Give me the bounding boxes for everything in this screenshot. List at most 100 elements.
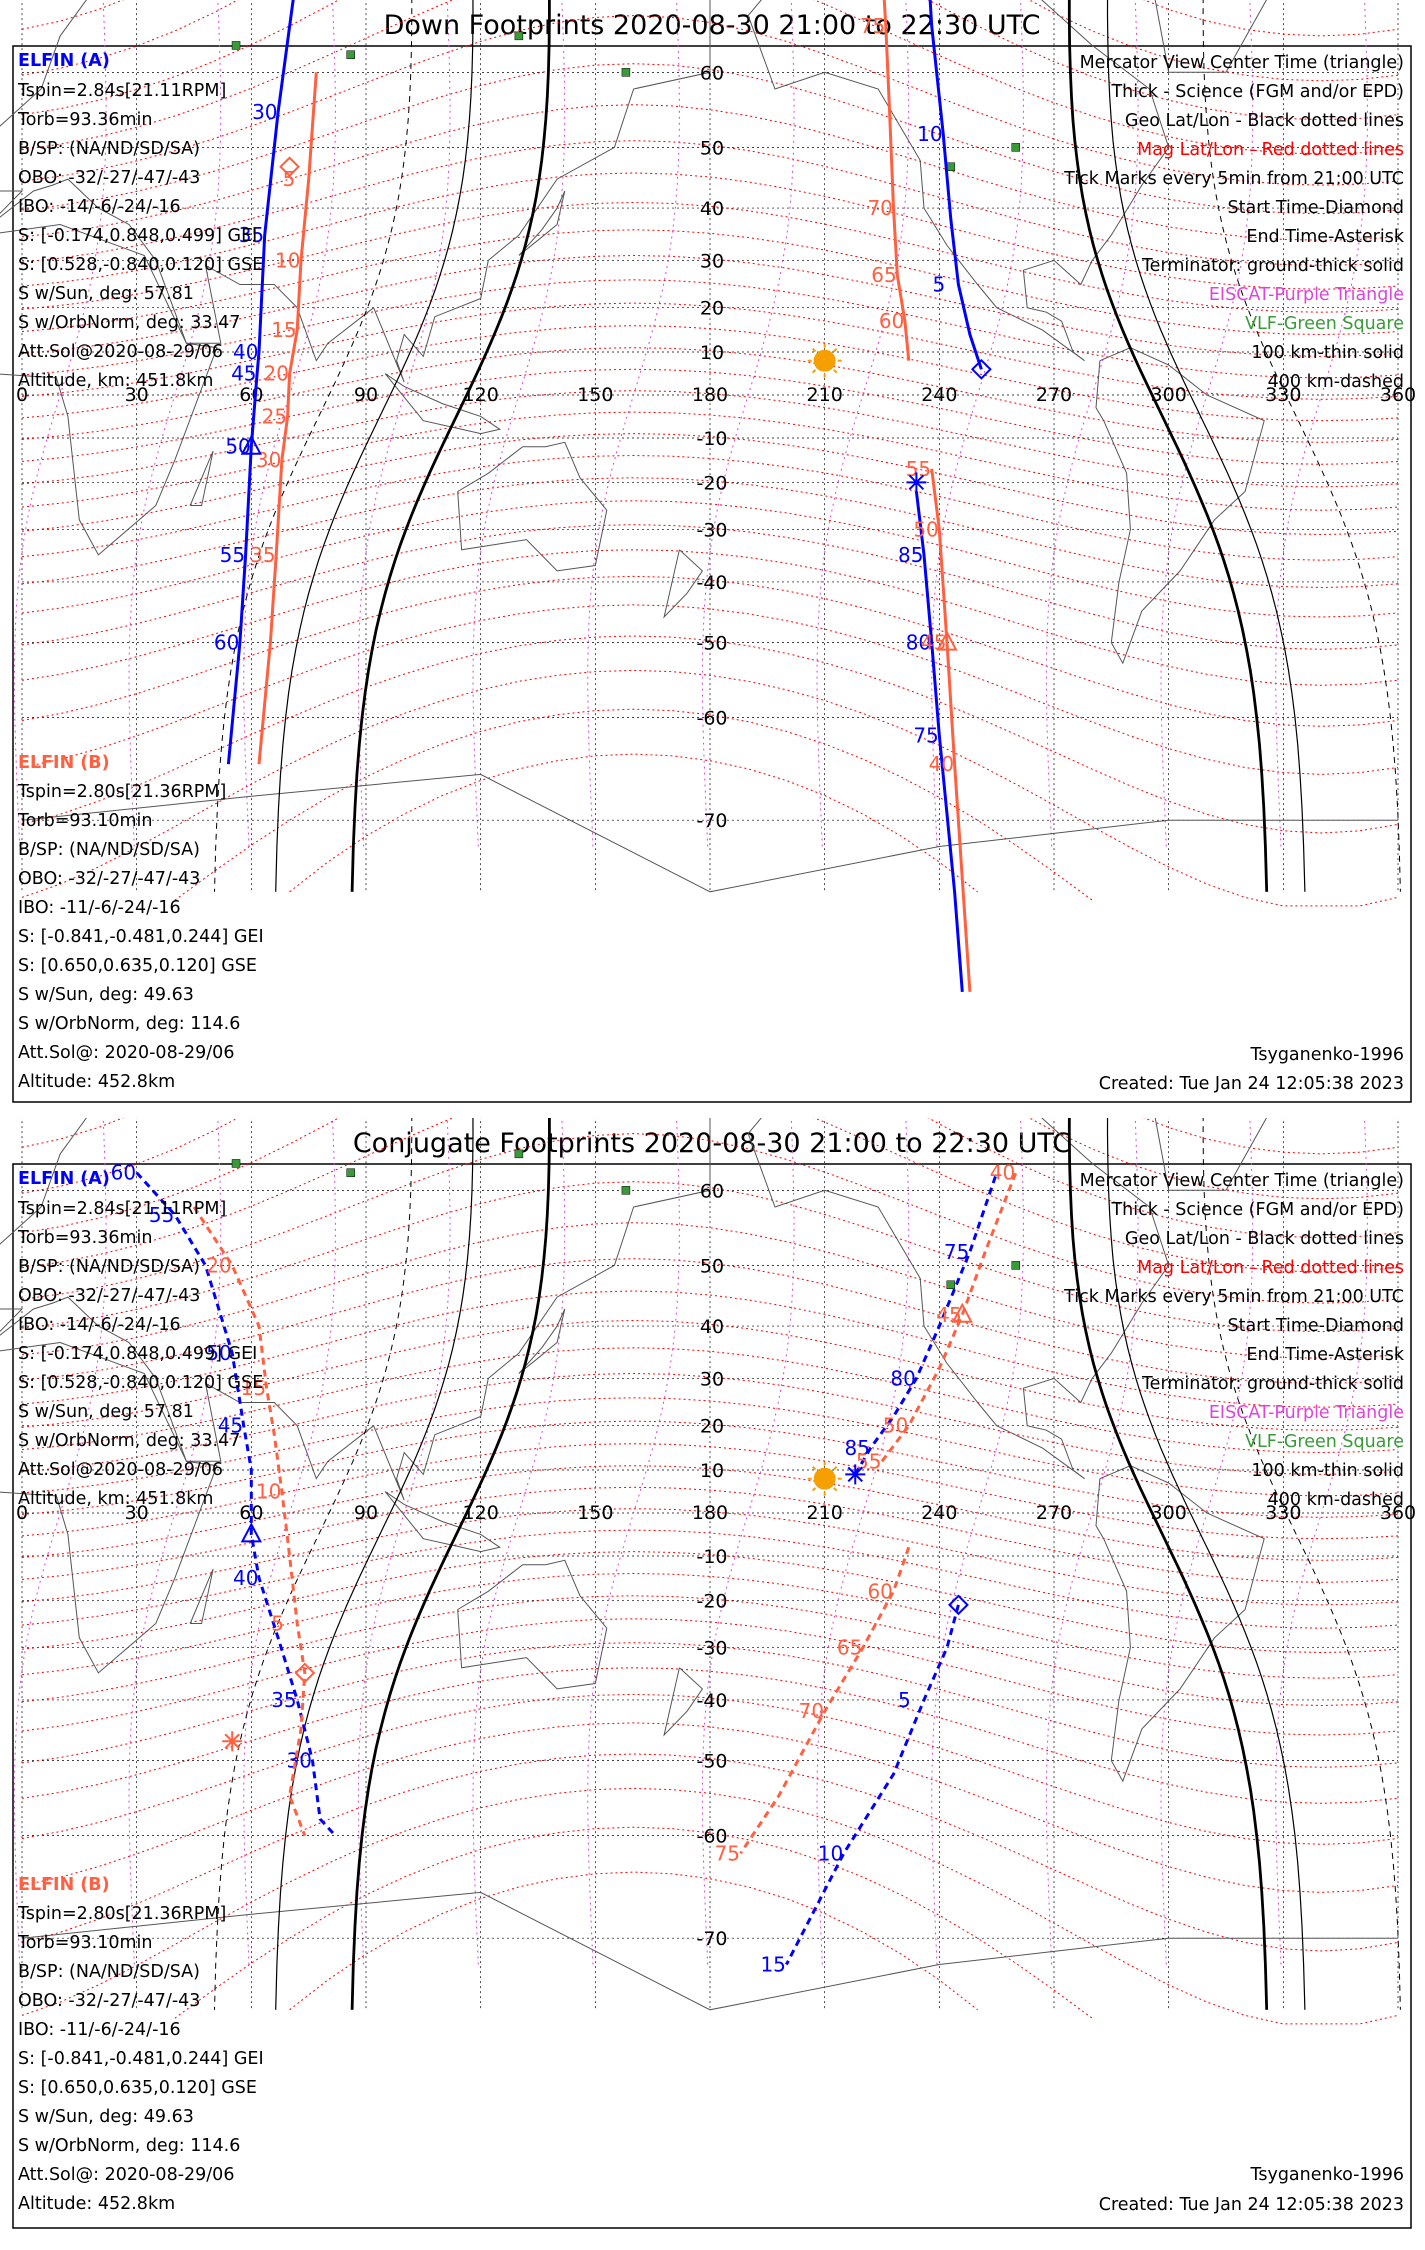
legend-item: End Time-Asterisk <box>1246 227 1404 247</box>
terminator-line <box>1202 0 1401 892</box>
legend-item: VLF-Green Square <box>1245 1432 1404 1452</box>
info-line: IBO: -14/-6/-24/-16 <box>18 1315 181 1335</box>
mag-parallel <box>21 325 1399 422</box>
legend-item: 100 km-thin solid <box>1251 343 1404 363</box>
mag-parallel <box>21 1667 1399 1804</box>
mag-parallel <box>21 433 1399 536</box>
track-a3-line <box>785 1604 960 1966</box>
mag-parallel <box>21 140 1399 266</box>
lon-tick-label: 330 <box>1265 1502 1301 1524</box>
info-line: S w/OrbNorm, deg: 33.47 <box>18 313 240 333</box>
elfin-a-info: ELFIN (A) Tspin=2.84s[21.11RPM] Torb=93.… <box>17 51 263 391</box>
track-a2-line <box>853 1172 999 1476</box>
tick-mark-label: 25 <box>262 404 287 428</box>
tick-mark-label: 15 <box>760 1952 785 1976</box>
coastline <box>384 1491 502 1553</box>
model-label: Tsyganenko-1996 <box>1250 1045 1404 1065</box>
coastline <box>457 1559 608 1690</box>
mag-parallel <box>21 477 1399 589</box>
lat-tick-label: -60 <box>696 1826 727 1848</box>
coastline <box>1095 347 1265 665</box>
coastline <box>518 1308 566 1374</box>
lat-tick-label: 50 <box>700 137 724 159</box>
square-icon <box>514 31 524 41</box>
lat-tick-label: 50 <box>700 1255 724 1277</box>
mag-parallel <box>21 1551 1399 1654</box>
info-line: S w/OrbNorm, deg: 114.6 <box>18 2136 240 2156</box>
legend-item: Mag Lat/Lon - Red dotted lines <box>1137 140 1404 160</box>
lon-tick-label: 60 <box>239 1502 263 1524</box>
mag-parallel <box>289 753 978 893</box>
info-line: Altitude: 452.8km <box>18 1072 175 1092</box>
legend-item: 400 km-dashed <box>1268 372 1404 392</box>
mag-parallel <box>21 1722 1399 1893</box>
legend-item: End Time-Asterisk <box>1246 1345 1404 1365</box>
tick-mark-label: 35 <box>239 223 264 247</box>
sun-ray <box>833 347 838 353</box>
legend-item: Geo Lat/Lon - Black dotted lines <box>1125 111 1404 131</box>
lat-tick-label: -30 <box>696 1638 727 1660</box>
terminator-line <box>350 1118 551 2010</box>
mag-parallel <box>21 0 1399 121</box>
info-line: Att.Sol@: 2020-08-29/06 <box>18 2165 234 2185</box>
info-line: OBO: -32/-27/-47/-43 <box>18 1991 200 2011</box>
info-line: S w/OrbNorm, deg: 33.47 <box>18 1431 240 1451</box>
sun-ray <box>811 369 817 374</box>
triangle-icon <box>951 1302 973 1323</box>
lat-tick-label: 20 <box>700 1416 724 1438</box>
tick-mark-label: 40 <box>233 1566 258 1590</box>
mag-parallel <box>21 669 1399 907</box>
coastline <box>457 441 608 572</box>
terminator-line <box>1067 0 1269 892</box>
legend-item: Mag Lat/Lon - Red dotted lines <box>1137 1258 1404 1278</box>
mag-parallel <box>21 454 1399 561</box>
mag-parallel <box>21 1642 1399 1768</box>
tick-mark-label: 55 <box>220 543 245 567</box>
triangle-icon <box>240 434 262 455</box>
panel-title: Conjugate Footprints 2020-08-30 21:00 to… <box>353 1128 1071 1159</box>
elfin-b-title: ELFIN (B) <box>18 753 110 773</box>
lat-tick-label: -30 <box>696 520 727 542</box>
sun-ray <box>833 1487 838 1492</box>
info-line: S w/Sun, deg: 49.63 <box>18 2107 194 2127</box>
legend-item: Tick Marks every 5min from 21:00 UTC <box>1063 1287 1404 1307</box>
terminators <box>214 1118 1401 2010</box>
coastline <box>189 450 214 506</box>
lat-tick-label: 10 <box>700 1460 724 1482</box>
mag-parallel <box>21 1420 1399 1518</box>
tick-mark-label: 50 <box>883 1414 908 1438</box>
lat-tick-label: 60 <box>700 62 724 84</box>
diamond-icon <box>294 1662 316 1684</box>
coastlines <box>0 1118 1398 2011</box>
mag-parallel <box>21 1347 1399 1454</box>
coastline <box>663 549 704 619</box>
lon-tick-label: 90 <box>354 384 378 406</box>
coastline <box>21 1891 1398 2011</box>
lon-tick-label: 90 <box>354 1502 378 1524</box>
triangle-icon <box>240 1522 262 1543</box>
created-label: Created: Tue Jan 24 12:05:38 2023 <box>1099 2195 1404 2215</box>
asterisk-icon <box>222 1731 243 1752</box>
info-line: Tspin=2.80s[21.36RPM] <box>17 782 226 802</box>
lat-tick-label: 40 <box>700 198 724 220</box>
terminator-line <box>275 0 474 892</box>
legend-item: Terminator: ground-thick solid <box>1141 1374 1404 1394</box>
info-line: Att.Sol@: 2020-08-29/06 <box>18 1043 234 1063</box>
markers <box>240 156 992 651</box>
info-line: B/SP: (NA/ND/SD/SA) <box>18 1962 200 1982</box>
tick-mark-label: 55 <box>906 457 931 481</box>
tick-mark-label: 40 <box>990 1161 1015 1185</box>
legend-item: Tick Marks every 5min from 21:00 UTC <box>1063 169 1404 189</box>
mag-parallel <box>21 604 1399 775</box>
mag-parallel <box>21 368 1399 465</box>
mag-parallel <box>21 229 1399 336</box>
panel-title: Down Footprints 2020-08-30 21:00 to 22:3… <box>384 10 1041 41</box>
coastline <box>189 1568 214 1624</box>
info-line: Att.Sol@2020-08-29/06 <box>18 342 223 362</box>
info-line: Torb=93.36min <box>17 110 153 130</box>
tick-mark-label: 35 <box>250 543 275 567</box>
legend-item: Mercator View Center Time (triangle) <box>1080 53 1404 73</box>
coastline <box>0 1341 218 1674</box>
info-line: OBO: -32/-27/-47/-43 <box>18 1286 200 1306</box>
tick-mark-label: 85 <box>845 1436 870 1460</box>
